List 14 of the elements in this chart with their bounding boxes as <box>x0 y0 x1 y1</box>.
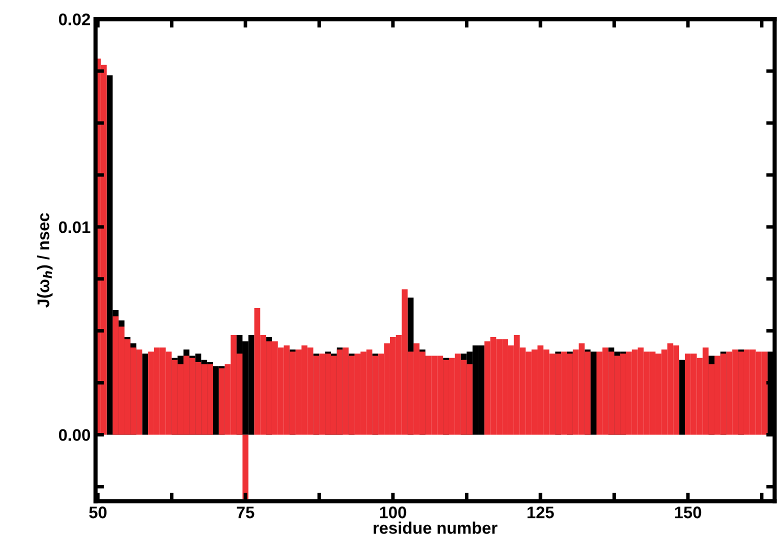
y-axis-title: J(ω$_{h}$) / nsec <box>37 213 53 308</box>
x-tick-label: 50 <box>89 506 107 518</box>
x-tick-label: 75 <box>236 506 254 518</box>
bar <box>142 354 148 435</box>
y-tick-label: 0.01 <box>58 221 90 234</box>
x-tick-label: 100 <box>380 506 406 518</box>
y-tick-label: 0.00 <box>58 429 90 441</box>
x-tick-label: 150 <box>675 506 702 518</box>
bar <box>242 434 248 500</box>
x-tick-label: 125 <box>528 506 554 518</box>
bar <box>679 360 685 435</box>
bar <box>590 352 596 435</box>
x-axis-title: residue number <box>374 522 498 534</box>
y-tick-label: 0.02 <box>58 14 90 26</box>
